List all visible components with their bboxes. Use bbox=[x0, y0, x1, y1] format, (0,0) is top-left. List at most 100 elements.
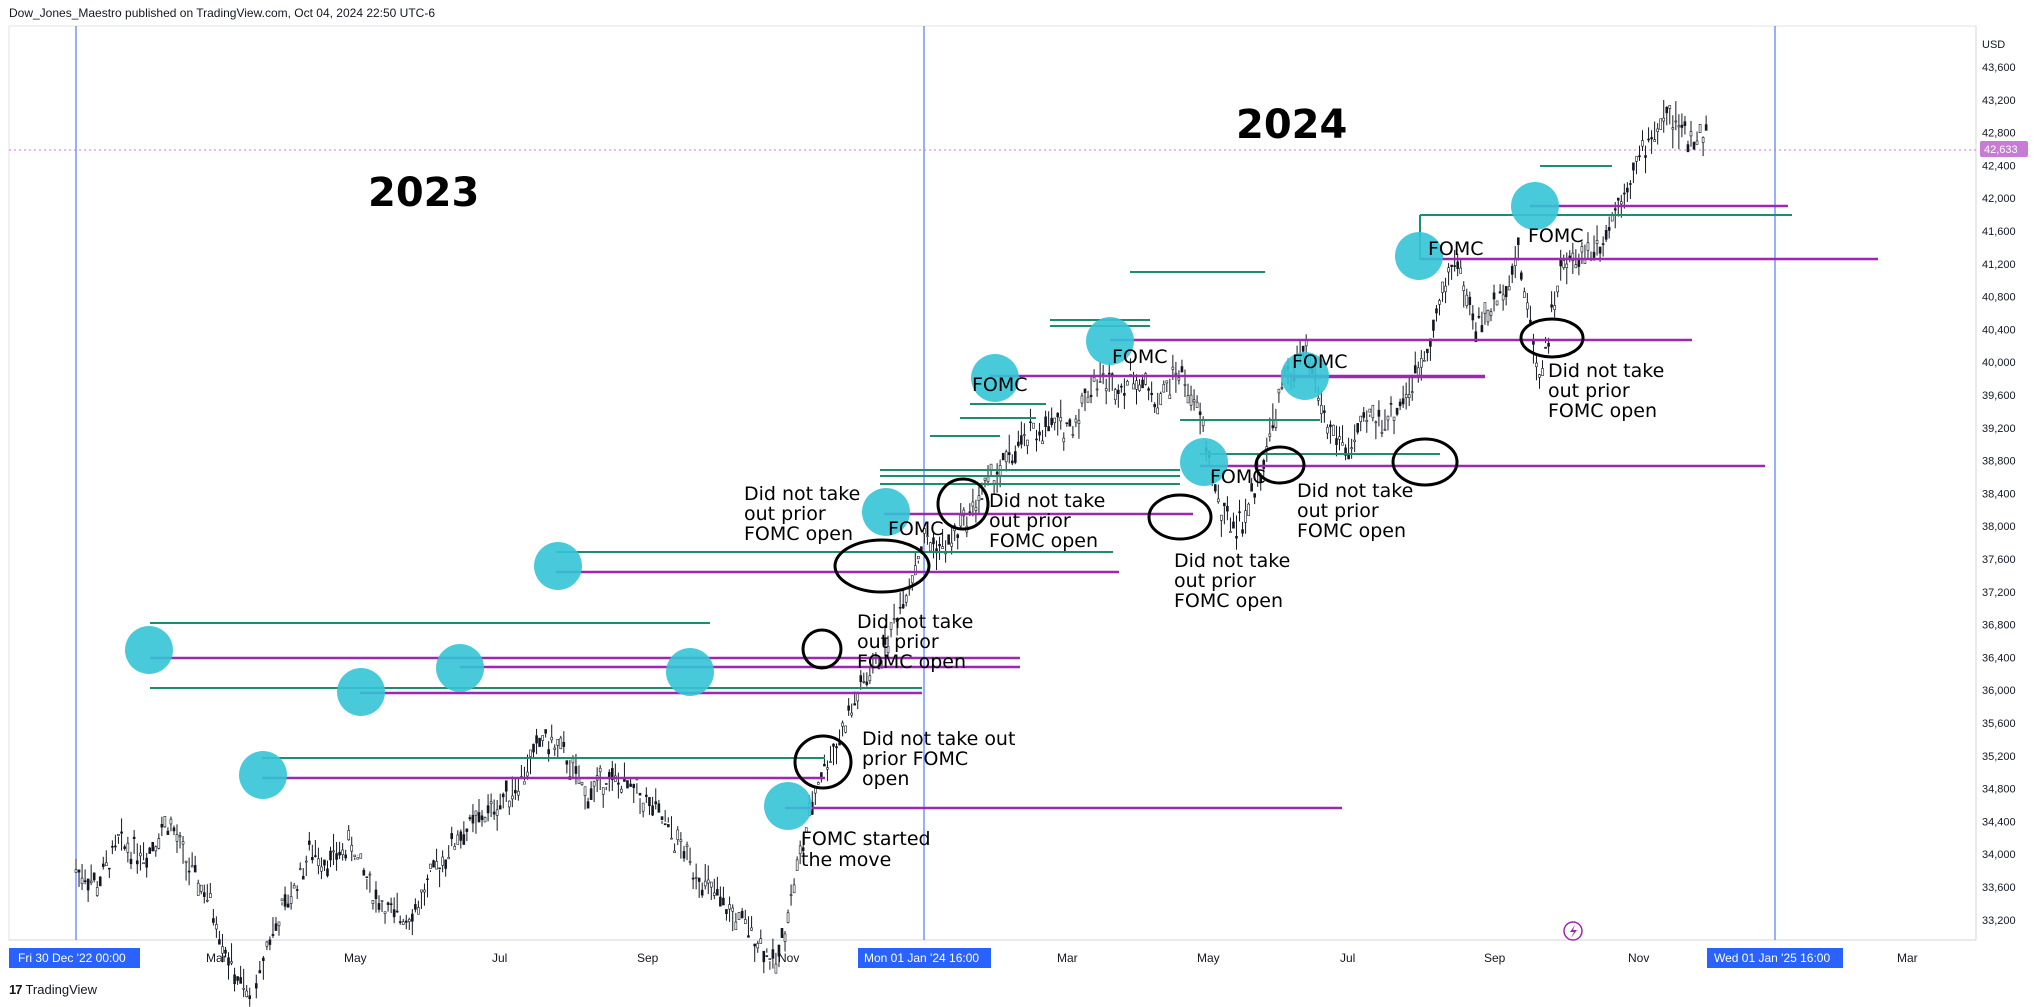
candle-body bbox=[1013, 451, 1017, 463]
hand-drawn-circles[interactable] bbox=[793, 317, 1585, 790]
candle-body bbox=[1362, 412, 1366, 418]
level-lines[interactable] bbox=[150, 165, 1878, 810]
year-label-2024: 2024 bbox=[1236, 102, 1347, 148]
time-highlight-label-jan-2025: Wed 01 Jan '25 16:00 bbox=[1714, 951, 1830, 965]
candle-body bbox=[747, 935, 750, 938]
candle-body bbox=[1426, 348, 1429, 354]
candle-body bbox=[196, 882, 200, 896]
candle-body bbox=[423, 889, 426, 893]
candle-body bbox=[632, 784, 636, 788]
candle-body bbox=[673, 850, 676, 853]
candle-body bbox=[283, 894, 287, 907]
fomc-marker[interactable] bbox=[436, 644, 484, 692]
candle-body bbox=[1401, 398, 1405, 405]
hand-drawn-ellipse[interactable] bbox=[1391, 437, 1459, 487]
candle-body bbox=[651, 805, 654, 816]
candle-body bbox=[904, 595, 908, 603]
candle-body bbox=[504, 780, 508, 792]
fomc-marker[interactable] bbox=[1395, 232, 1443, 280]
time-highlight-label-dec-2022: Fri 30 Dec '22 00:00 bbox=[18, 951, 126, 965]
candle-body bbox=[145, 857, 148, 868]
candle-body bbox=[697, 877, 701, 882]
fomc-marker[interactable] bbox=[534, 542, 582, 590]
candle-body bbox=[950, 542, 953, 547]
candle-body bbox=[1423, 359, 1426, 362]
candle-body bbox=[682, 851, 686, 859]
candle-body bbox=[667, 824, 670, 828]
price-tick-label: 40,800 bbox=[1982, 292, 2016, 304]
candle-body bbox=[1277, 388, 1281, 394]
candle-body bbox=[492, 811, 496, 815]
candle-body bbox=[1398, 401, 1402, 407]
currency-label[interactable]: USD bbox=[1982, 39, 2005, 51]
fomc-marker[interactable] bbox=[764, 782, 812, 830]
candle-body bbox=[938, 543, 941, 547]
candle-body bbox=[199, 884, 203, 892]
candle-body bbox=[859, 675, 863, 683]
candle-body bbox=[1577, 258, 1581, 267]
current-price-label: 42,633 bbox=[1984, 144, 2018, 156]
price-tick-label: 37,200 bbox=[1982, 587, 2016, 599]
fomc-markers[interactable] bbox=[125, 182, 1559, 830]
candle-body bbox=[1123, 393, 1126, 396]
candle-body bbox=[432, 860, 435, 868]
candle-body bbox=[641, 802, 645, 812]
candle-body bbox=[1444, 285, 1447, 293]
candle-body bbox=[598, 767, 602, 773]
candle-body bbox=[1553, 305, 1556, 311]
candle-body bbox=[670, 837, 673, 840]
fomc-marker[interactable] bbox=[125, 626, 173, 674]
candle-body bbox=[709, 881, 713, 888]
fomc-marker[interactable] bbox=[1086, 317, 1134, 365]
price-tick-label: 33,600 bbox=[1982, 882, 2016, 894]
candle-body bbox=[1450, 264, 1453, 267]
fomc-marker[interactable] bbox=[971, 354, 1019, 402]
candle-body bbox=[1441, 281, 1444, 293]
time-axis[interactable]: Mar May Jul Sep Nov Mar May Jul Sep Nov … bbox=[9, 948, 1918, 968]
annotation-feb-line2: out prior bbox=[989, 510, 1071, 532]
hand-drawn-ellipse[interactable] bbox=[936, 477, 990, 531]
candle-body bbox=[114, 845, 117, 848]
fomc-marker[interactable] bbox=[337, 668, 385, 716]
candle-body bbox=[151, 841, 155, 852]
fomc-marker[interactable] bbox=[666, 648, 714, 696]
time-highlight-label-jan-2024: Mon 01 Jan '24 16:00 bbox=[864, 951, 979, 965]
hand-drawn-ellipse[interactable] bbox=[833, 538, 931, 594]
fomc-marker[interactable] bbox=[1281, 352, 1329, 400]
candle-body bbox=[1089, 394, 1093, 398]
lightning-icon[interactable] bbox=[1563, 921, 1583, 941]
candle-body bbox=[601, 787, 605, 795]
candle-body bbox=[886, 645, 890, 654]
candle-body bbox=[1232, 521, 1235, 529]
time-highlight-jan-2024 bbox=[858, 948, 991, 968]
candle-body bbox=[1656, 128, 1659, 132]
hand-drawn-ellipse[interactable] bbox=[793, 734, 853, 790]
candle-body bbox=[1695, 140, 1699, 145]
candle-body bbox=[768, 958, 772, 960]
candle-body bbox=[1153, 404, 1156, 408]
candle-body bbox=[1065, 422, 1069, 425]
annotation-sep-line1: Did not take bbox=[1548, 360, 1664, 382]
candle-body bbox=[507, 800, 511, 808]
hand-drawn-ellipse[interactable] bbox=[1519, 317, 1585, 359]
fomc-marker[interactable] bbox=[862, 488, 910, 536]
tradingview-footer[interactable]: 17 TradingView bbox=[9, 982, 97, 997]
candle-body bbox=[801, 847, 805, 852]
candle-body bbox=[1432, 319, 1435, 331]
fomc-marker[interactable] bbox=[1511, 182, 1559, 230]
candle-body bbox=[1144, 373, 1147, 385]
candle-body bbox=[713, 892, 716, 896]
hand-drawn-ellipse[interactable] bbox=[801, 628, 843, 670]
candle-body bbox=[835, 746, 838, 749]
fomc-marker[interactable] bbox=[239, 751, 287, 799]
candle-body bbox=[691, 877, 695, 880]
candle-body bbox=[1692, 141, 1696, 150]
candle-body bbox=[1620, 201, 1623, 205]
fomc-marker[interactable] bbox=[1180, 438, 1228, 486]
hand-drawn-ellipse[interactable] bbox=[1254, 445, 1306, 485]
fomc-label-mar24b: FOMC bbox=[1112, 346, 1168, 368]
price-axis[interactable]: USD 43,600 43,200 42,800 42,400 42,000 41,600… bbox=[1980, 39, 2028, 927]
candle-body bbox=[441, 856, 444, 866]
hand-drawn-ellipse[interactable] bbox=[1147, 493, 1213, 541]
